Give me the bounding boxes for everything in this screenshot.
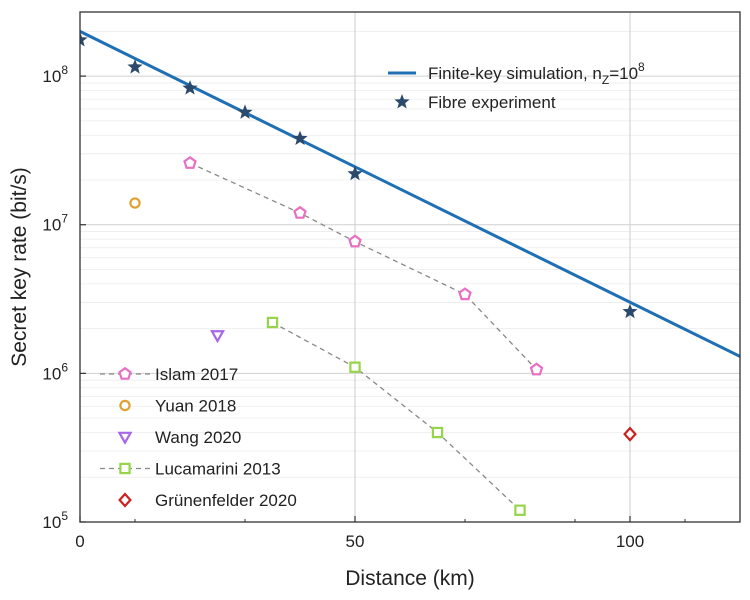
- legend-swatch-marker: [119, 462, 131, 475]
- y-tick-label: 108: [42, 63, 68, 86]
- legend-label: Finite-key simulation, nZ=108: [428, 60, 645, 87]
- legend-label: Wang 2020: [155, 428, 241, 447]
- legend-top: Finite-key simulation, nZ=108 Fibre exper…: [388, 60, 645, 112]
- legend-item-simulation: Finite-key simulation, nZ=108: [388, 60, 645, 87]
- series-fibre: [80, 32, 638, 319]
- data-point-fibre: [622, 303, 638, 319]
- series-yuan: [129, 197, 141, 209]
- x-tick-label: 0: [75, 532, 84, 551]
- data-point-fibre: [347, 165, 363, 181]
- legend-swatch-marker: [118, 366, 132, 380]
- data-point-islam: [529, 362, 544, 376]
- axis-ticks: 0 50 100 105 106 107 108: [42, 63, 686, 551]
- data-point-islam: [183, 155, 197, 169]
- data-point-lucamarini: [431, 426, 444, 439]
- data-point-fibre: [182, 80, 198, 95]
- data-point-lucamarini: [266, 316, 279, 329]
- y-tick-label: 106: [42, 360, 68, 383]
- x-tick-label: 50: [346, 532, 365, 551]
- legend-item-lucamarini: Lucamarini 2013: [100, 460, 281, 479]
- legend-label: Fibre experiment: [428, 93, 556, 112]
- legend-swatch-marker: [117, 431, 133, 445]
- legend-label: Lucamarini 2013: [155, 460, 281, 479]
- data-point-lucamarini: [514, 504, 526, 516]
- data-point-islam: [458, 287, 472, 301]
- data-point-fibre: [127, 59, 143, 74]
- data-point-fibre: [237, 104, 253, 119]
- legend-item-wang: Wang 2020: [117, 428, 241, 447]
- legend-item-islam: Islam 2017: [100, 365, 238, 384]
- legend-swatch-marker: [394, 94, 410, 109]
- data-series: [80, 30, 740, 516]
- data-point-fibre: [292, 130, 308, 145]
- legend-bottom: Islam 2017 Yuan 2018 Wang 2020 Lucamarini 2…: [100, 365, 297, 510]
- plot-frame: [79, 11, 741, 523]
- x-axis-label: Distance (km): [345, 567, 475, 590]
- data-point-wang: [210, 330, 225, 344]
- x-tick-label: 100: [616, 532, 644, 551]
- data-point-grunenfelder: [623, 426, 637, 442]
- series-simulation: [80, 30, 740, 358]
- data-point-yuan: [129, 197, 141, 209]
- legend-swatch-marker: [119, 399, 131, 412]
- y-axis-label: Secret key rate (bit/s): [8, 167, 31, 367]
- y-tick-label: 105: [42, 509, 68, 532]
- data-point-lucamarini: [349, 361, 361, 373]
- series-line-simulation: [80, 30, 740, 358]
- legend-item-grunenfelder: Grünenfelder 2020: [118, 491, 297, 510]
- legend-label: Grünenfelder 2020: [155, 491, 297, 510]
- series-islam: [183, 155, 544, 376]
- legend-swatch-marker: [118, 492, 132, 508]
- y-tick-label: 107: [42, 212, 68, 235]
- connector-line-lucamarini: [272, 321, 521, 511]
- legend-label: Islam 2017: [155, 365, 238, 384]
- series-grunenfelder: [623, 426, 637, 442]
- series-lucamarini: [266, 316, 526, 516]
- data-point-fibre: [80, 32, 88, 47]
- legend-label: Yuan 2018: [155, 397, 236, 416]
- data-point-islam: [293, 205, 307, 219]
- legend-item-fibre: Fibre experiment: [394, 93, 556, 112]
- data-point-islam: [348, 234, 362, 248]
- connector-line-islam: [189, 162, 537, 371]
- grid: [79, 12, 740, 523]
- series-wang: [210, 330, 225, 344]
- legend-item-yuan: Yuan 2018: [119, 397, 236, 416]
